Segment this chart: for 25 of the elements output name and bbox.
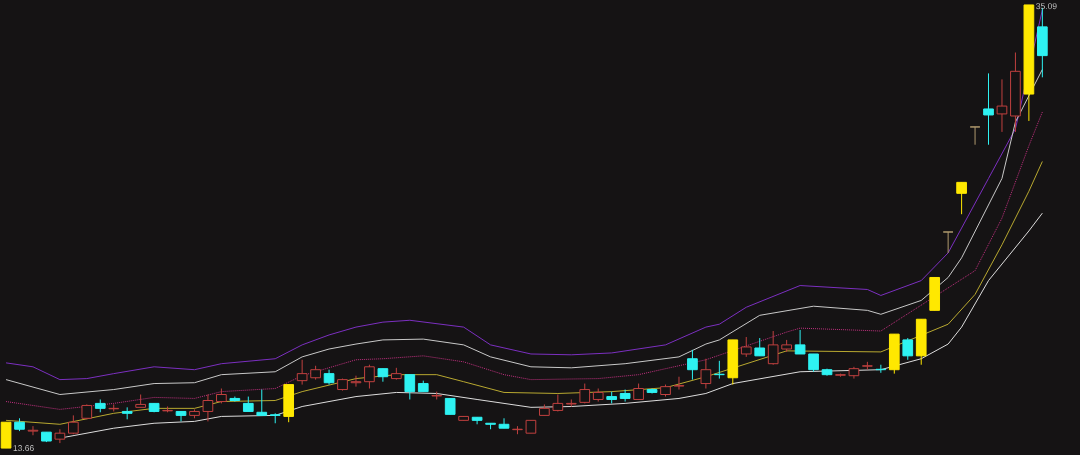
candlestick <box>498 417 510 429</box>
candlestick <box>942 231 954 254</box>
candlestick <box>983 72 994 146</box>
candlestick <box>619 389 631 403</box>
candlestick <box>27 425 39 436</box>
candlestick <box>350 375 362 388</box>
candlestick <box>740 336 752 358</box>
candlestick <box>175 410 187 422</box>
annotation: 35.09 <box>1036 3 1057 10</box>
candlestick <box>794 329 806 355</box>
candlestick <box>296 359 308 386</box>
candlestick <box>700 358 712 390</box>
candlestick <box>202 394 214 422</box>
candlestick <box>673 376 685 391</box>
candlestick <box>902 337 914 361</box>
candlestick <box>996 78 1008 133</box>
candlestick <box>404 374 416 400</box>
candlestick <box>364 364 375 390</box>
candlestick <box>256 389 268 416</box>
candlestick <box>956 181 967 215</box>
annotation: 13.66 <box>13 445 34 452</box>
candlestick <box>687 349 698 381</box>
candlestick <box>969 126 981 146</box>
candlestick <box>54 428 66 444</box>
candlestick <box>767 330 779 366</box>
